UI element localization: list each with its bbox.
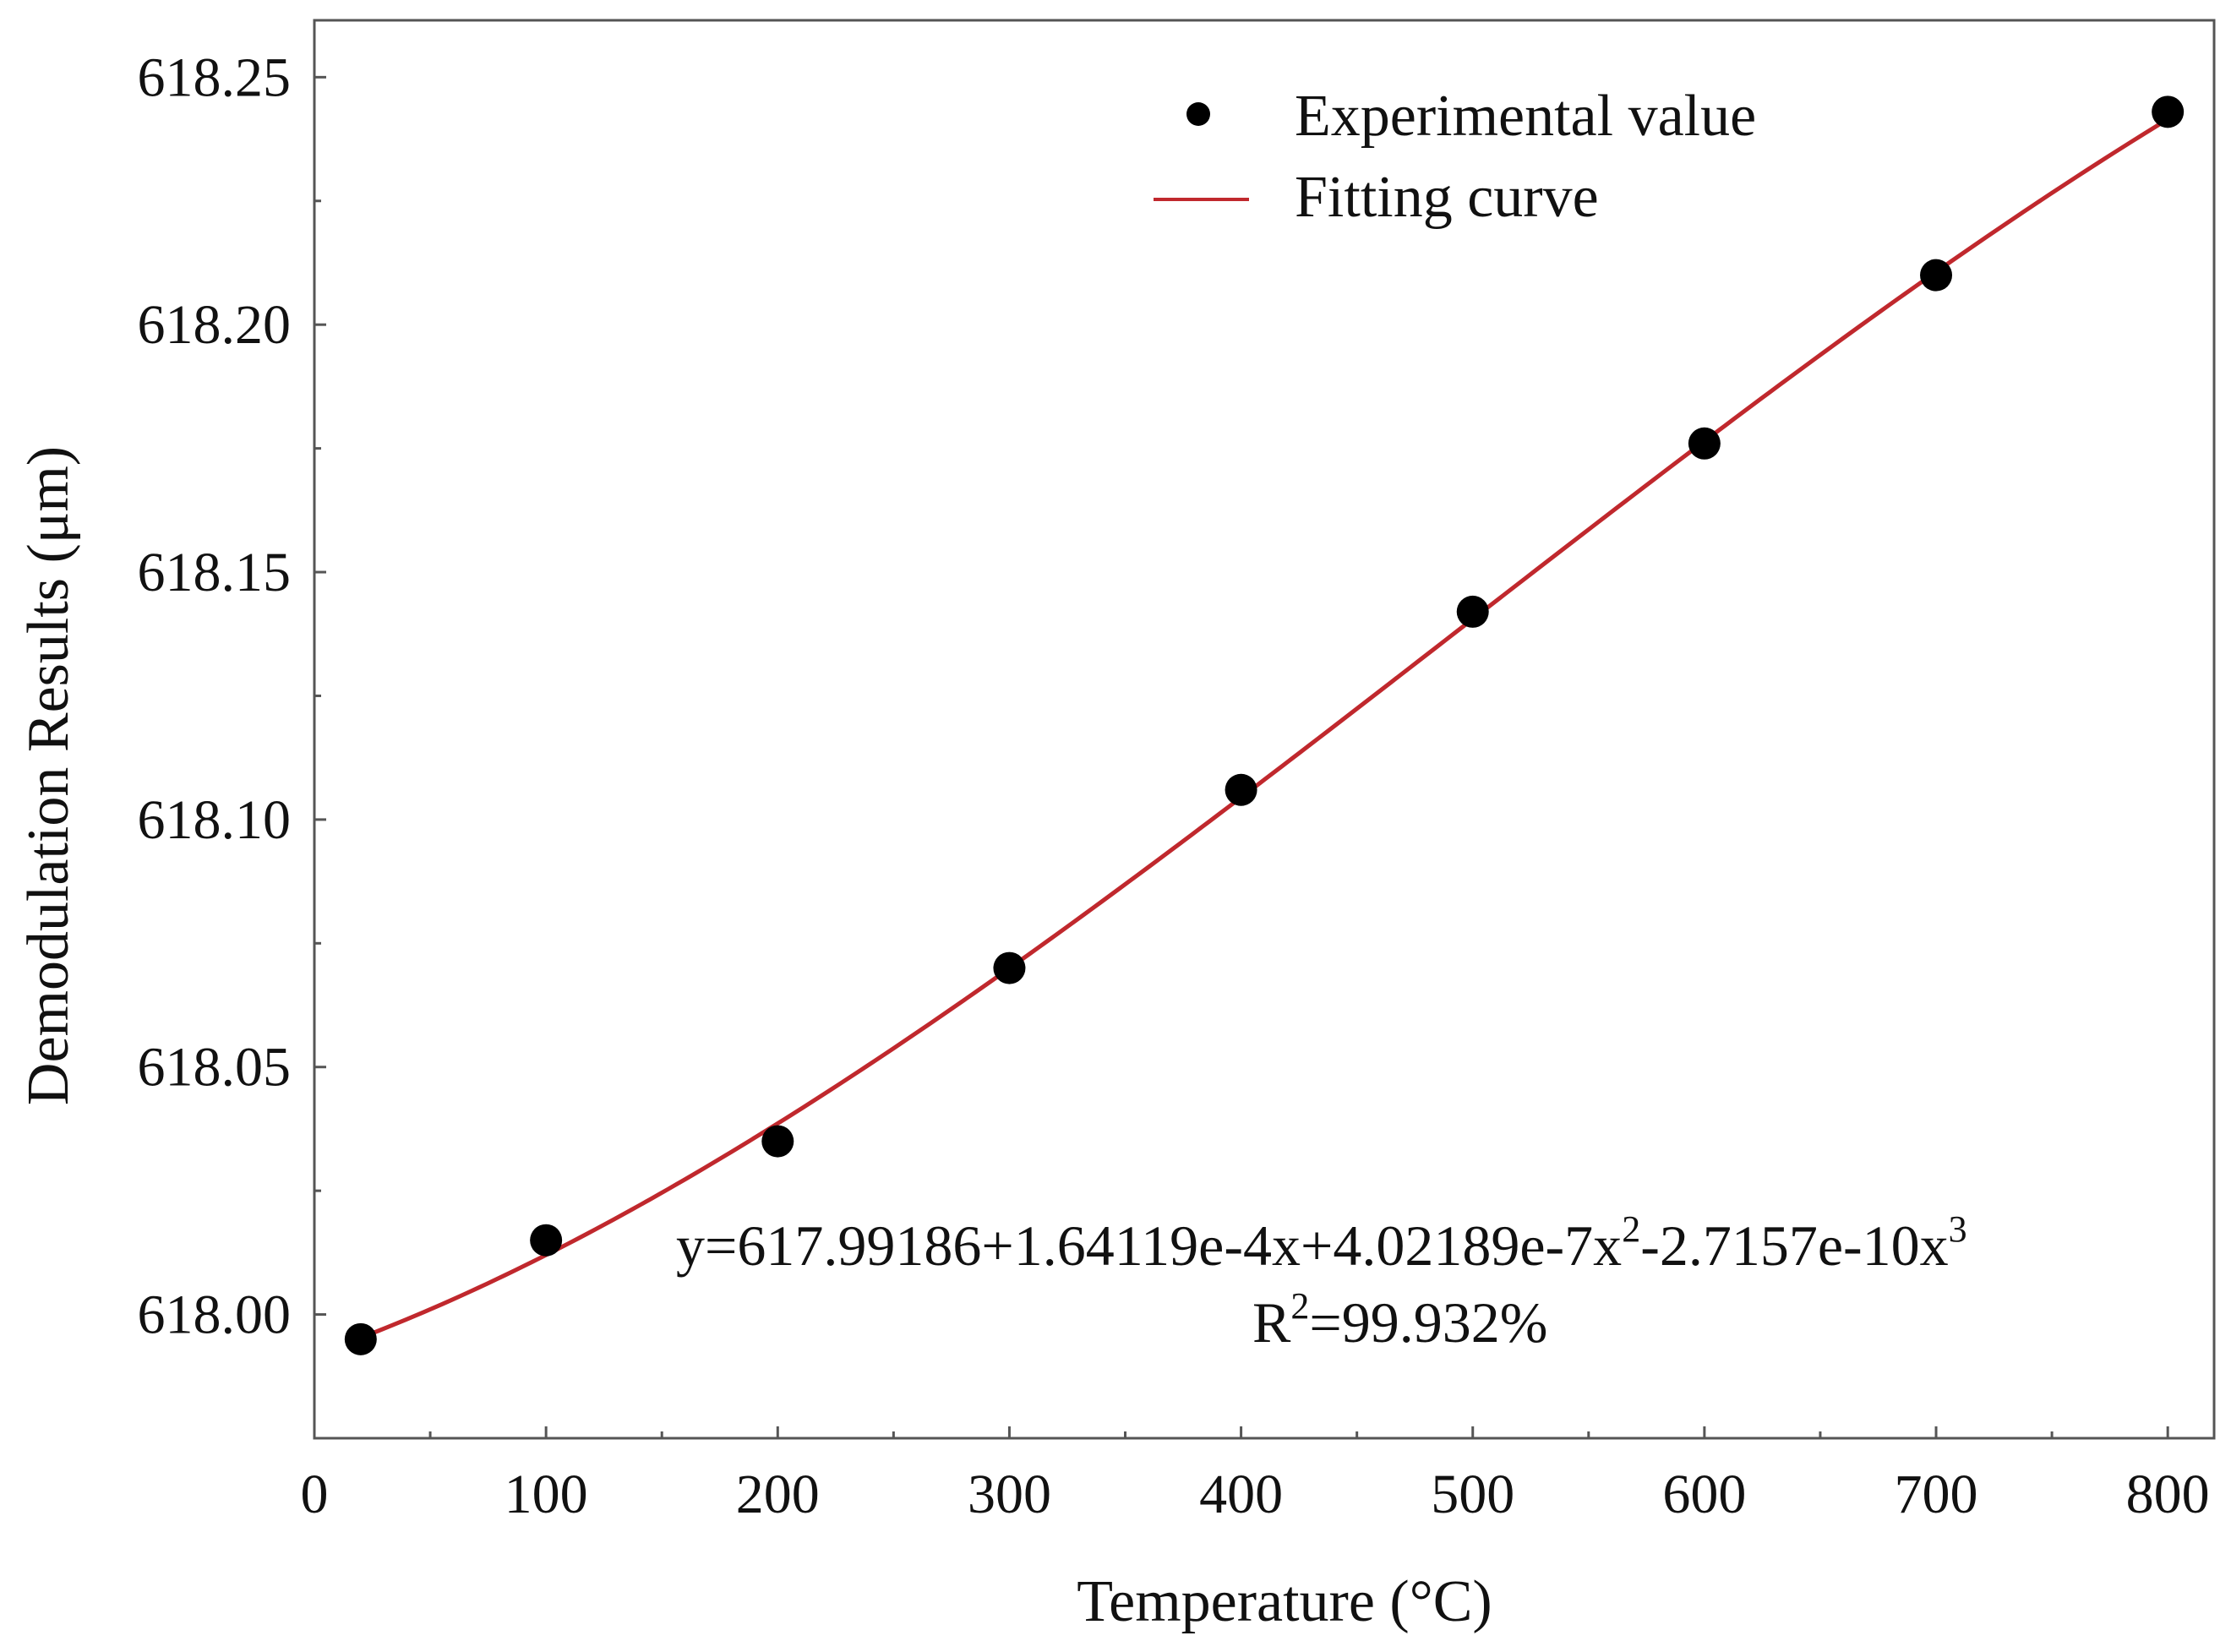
y-tick-label: 618.15 — [138, 542, 292, 603]
experimental-point — [1225, 773, 1257, 806]
legend-label-experimental: Experimental value — [1295, 84, 1756, 149]
curve-layer — [359, 117, 2169, 1340]
plot-frame — [313, 19, 2216, 1440]
y-axis-title: Demodulation Results (μm) — [16, 446, 81, 1105]
experimental-point — [1688, 427, 1721, 460]
x-axis-title-unit: °C — [1410, 1569, 1473, 1634]
y-tick-label: 618.25 — [138, 46, 292, 108]
experimental-point — [530, 1224, 563, 1257]
equation-prefix: y=617.99186+1.64119e-4x+4.02189e-7x — [676, 1213, 1622, 1278]
x-tick-label: 600 — [1662, 1464, 1746, 1525]
x-tick-label: 200 — [736, 1464, 820, 1525]
y-tick-label: 618.05 — [138, 1037, 292, 1099]
experimental-point — [344, 1322, 377, 1355]
experimental-point — [2152, 95, 2185, 128]
x-tick-label: 700 — [1895, 1464, 1978, 1525]
x-tick-label: 0 — [301, 1464, 329, 1525]
x-axis-title-close: ) — [1472, 1569, 1492, 1634]
x-tick-label: 500 — [1431, 1464, 1514, 1525]
y-tick-label: 618.00 — [138, 1284, 292, 1346]
equation-exponent-2: 2 — [1622, 1208, 1640, 1250]
ticks-layer: 0 100 200 300 400 500 600 700 800 618.00 618.05 618… — [138, 46, 2210, 1525]
fit-equation: y=617.99186+1.64119e-4x+4.02189e-7x2-2.7… — [676, 1208, 1967, 1278]
experimental-point — [761, 1125, 794, 1158]
equation-middle: -2.7157e-10x — [1640, 1213, 1948, 1278]
r-squared: R2=99.932% — [1252, 1285, 1547, 1355]
experimental-point — [1920, 259, 1953, 292]
x-tick-label: 400 — [1199, 1464, 1283, 1525]
fitting-curve-line — [359, 117, 2169, 1340]
y-tick-label: 618.20 — [138, 294, 292, 356]
x-axis-title-main: Temperature ( — [1077, 1569, 1409, 1634]
legend-label-fitting: Fitting curve — [1295, 165, 1599, 230]
y-tick-label: 618.10 — [138, 789, 292, 851]
points-layer — [344, 95, 2185, 1355]
x-tick-label: 100 — [505, 1464, 588, 1525]
r2-value: =99.932% — [1309, 1290, 1547, 1355]
legend-marker-experimental — [1186, 102, 1210, 126]
r2-prefix: R — [1252, 1290, 1291, 1355]
equation-exponent-3: 3 — [1949, 1208, 1967, 1250]
x-axis-title: Temperature (°C) — [1077, 1569, 1492, 1634]
x-tick-label: 800 — [2126, 1464, 2210, 1525]
r2-exponent: 2 — [1290, 1285, 1309, 1327]
experimental-point — [993, 951, 1026, 984]
legend: Experimental value Fitting curve — [1154, 84, 1756, 230]
experimental-point — [1456, 595, 1489, 628]
x-tick-label: 300 — [968, 1464, 1051, 1525]
